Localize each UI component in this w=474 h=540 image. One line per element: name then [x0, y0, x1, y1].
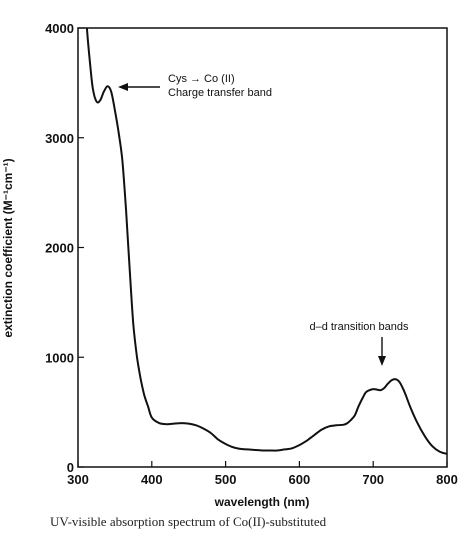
x-tick-label: 300 [67, 472, 89, 487]
y-axis-label: extinction coefficient (M⁻¹cm⁻¹) [1, 158, 15, 337]
x-axis-label: wavelength (nm) [214, 495, 310, 509]
x-tick-label: 800 [436, 472, 458, 487]
annotation-charge-transfer-line2: Charge transfer band [168, 87, 272, 99]
dd-transition-annotation: d–d transition bands [309, 321, 409, 366]
y-tick-label: 2000 [45, 241, 74, 256]
y-axis-ticks: 0 1000 2000 3000 4000 [45, 21, 84, 475]
y-tick-label: 1000 [45, 350, 74, 365]
x-axis-ticks: 300 400 500 600 700 800 [67, 461, 458, 487]
annotation-dd-transition: d–d transition bands [309, 321, 409, 333]
series-line [85, 27, 448, 455]
y-tick-label: 3000 [45, 131, 74, 146]
x-tick-label: 600 [289, 472, 311, 487]
charge-transfer-annotation: Cys → Co (II) Charge transfer band [118, 73, 272, 99]
annotation-charge-transfer-line1: Cys → Co (II) [168, 73, 235, 85]
y-tick-label: 0 [67, 460, 74, 475]
x-tick-label: 500 [215, 472, 237, 487]
y-tick-label: 4000 [45, 21, 74, 36]
figure-caption: UV-visible absorption spectrum of Co(II)… [50, 514, 327, 529]
x-tick-label: 400 [141, 472, 163, 487]
x-tick-label: 700 [362, 472, 384, 487]
